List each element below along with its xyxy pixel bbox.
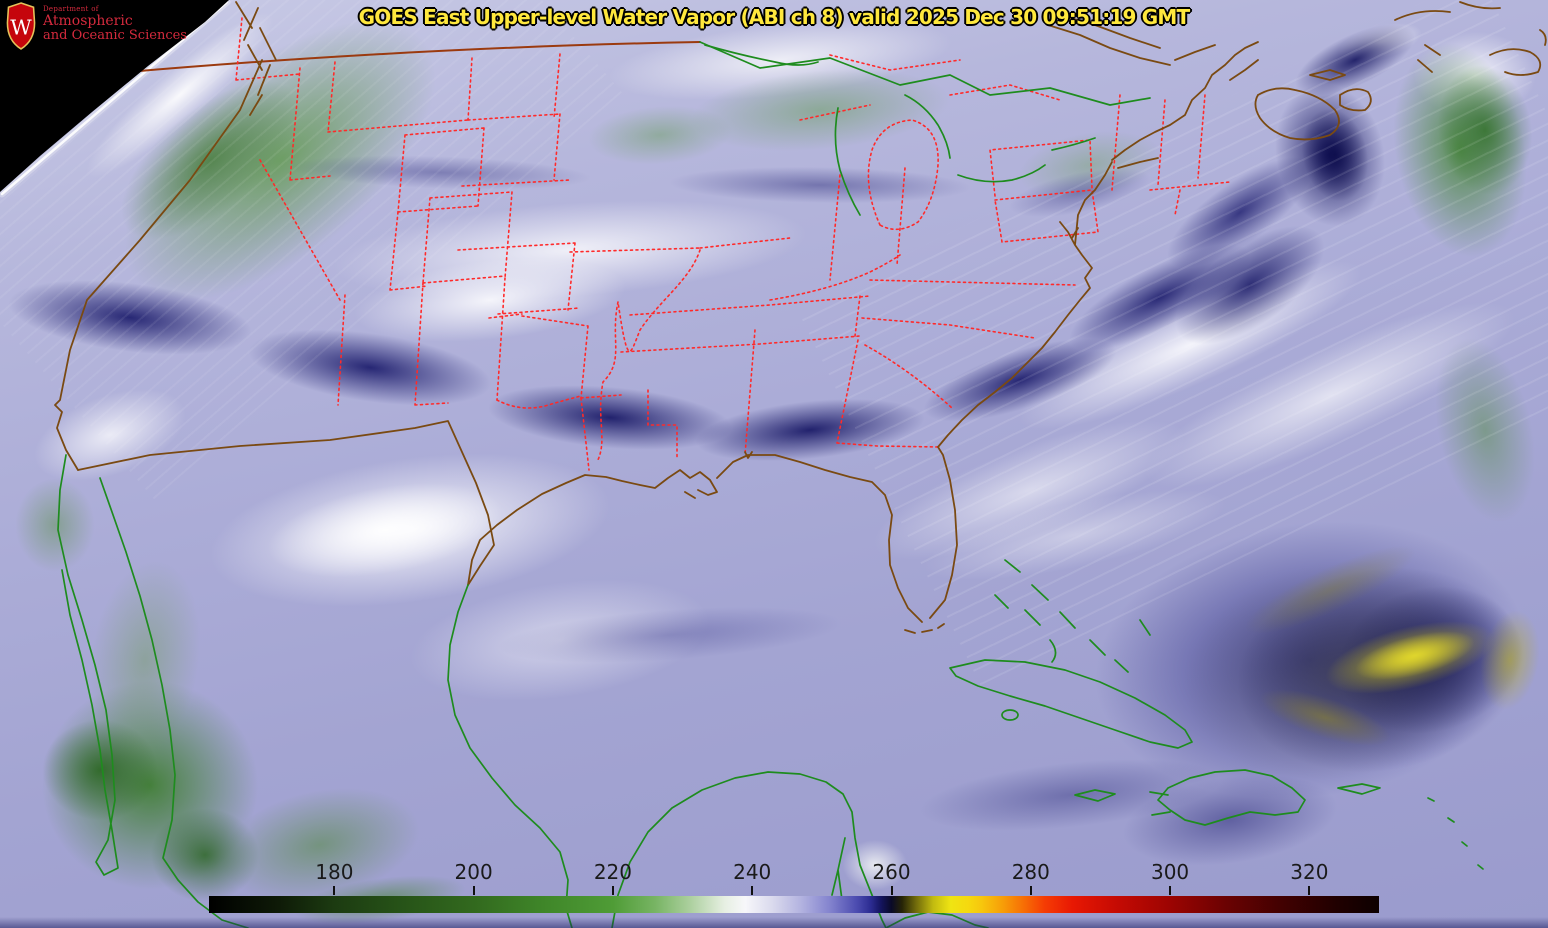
colorbar-tick-mark xyxy=(1029,886,1032,895)
canada-border xyxy=(61,41,701,79)
colorbar-tick-mark xyxy=(611,886,614,895)
image-title: GOES East Upper-level Water Vapor (ABI c… xyxy=(358,5,1191,29)
colorbar-tick-label: 240 xyxy=(733,860,772,884)
state-borders xyxy=(235,17,1231,471)
us-coastline xyxy=(54,1,1547,634)
bottom-edge-shading xyxy=(0,917,1548,928)
colorbar-gradient xyxy=(209,896,1379,913)
colorbar-tick-mark xyxy=(890,886,893,895)
logo-line1: Atmospheric xyxy=(43,13,133,30)
colorbar-tick-label: 220 xyxy=(593,860,633,884)
colorbar-tick-mark xyxy=(333,886,336,895)
colorbar-tick-label: 320 xyxy=(1290,860,1329,884)
colorbar-tick-mark xyxy=(1169,886,1172,895)
colorbar-tick-mark xyxy=(472,886,475,895)
colorbar: 180 200 220 240 260 280 300 320 xyxy=(209,860,1379,916)
uw-crest-icon: W xyxy=(6,2,36,50)
logo-line2: and Oceanic Sciences xyxy=(43,28,187,44)
colorbar-tick-label: 280 xyxy=(1011,860,1050,884)
colorbar-tick-label: 260 xyxy=(872,860,911,884)
colorbar-tick-label: 200 xyxy=(454,860,493,884)
crest-letter: W xyxy=(10,15,32,39)
colorbar-tick-mark xyxy=(751,886,754,895)
logo-department: Department of xyxy=(43,5,99,13)
colorbar-tick-mark xyxy=(1308,886,1311,895)
colorbar-tick-label: 180 xyxy=(315,860,354,884)
uw-aos-logo: W Department of Atmospheric and Oceanic … xyxy=(5,2,187,50)
international-coastline xyxy=(57,41,1484,928)
colorbar-tick-label: 300 xyxy=(1150,860,1190,884)
limb-edge xyxy=(0,0,231,198)
